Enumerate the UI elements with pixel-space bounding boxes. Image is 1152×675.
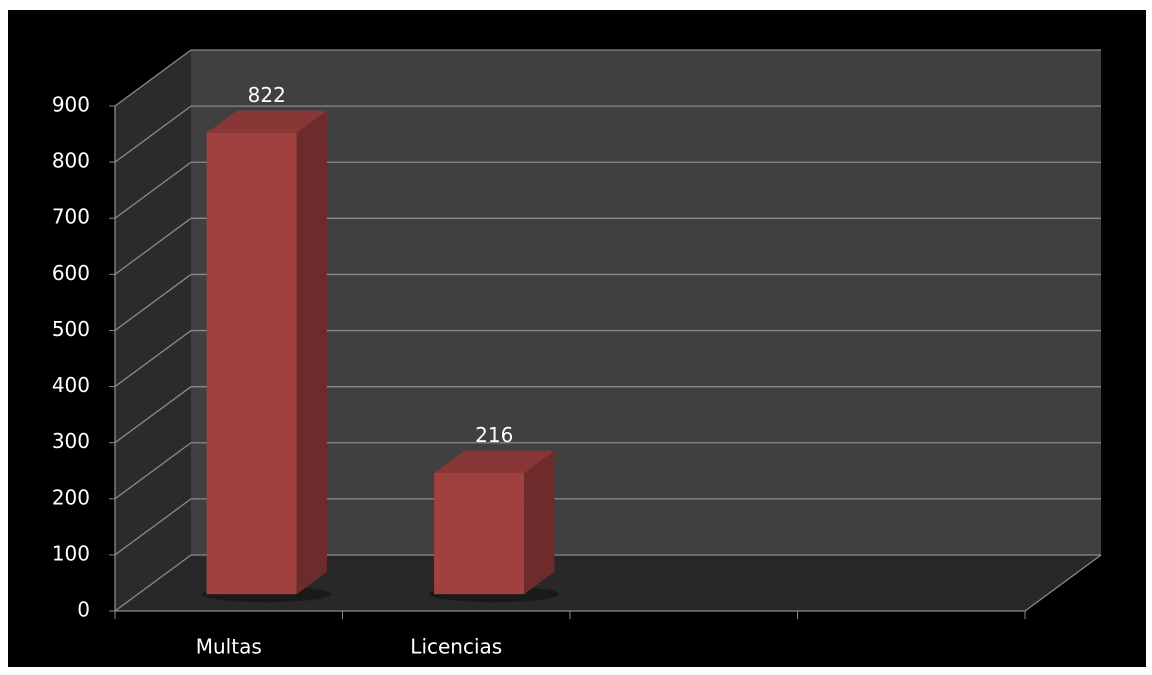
- grid-line: [114, 498, 192, 556]
- bar-side: [524, 450, 555, 595]
- value-label: 216: [475, 423, 513, 447]
- grid-line: [114, 554, 192, 612]
- y-tick-label: 900: [52, 93, 90, 117]
- grid-line: [114, 105, 192, 163]
- side-wall: [115, 50, 191, 611]
- bar-side: [296, 110, 327, 595]
- x-tick-label: Licencias: [410, 635, 502, 659]
- grid-line: [114, 442, 192, 500]
- y-tick-label: 800: [52, 149, 90, 173]
- y-tick-label: 500: [52, 317, 90, 341]
- floor-edge: [1024, 554, 1102, 612]
- y-tick-label: 600: [52, 261, 90, 285]
- y-tick-label: 0: [77, 598, 90, 622]
- bar: [434, 473, 525, 595]
- back-wall: [191, 50, 1101, 555]
- bar-top: [434, 450, 555, 473]
- y-tick-label: 300: [52, 429, 90, 453]
- y-tick-label: 400: [52, 373, 90, 397]
- grid-line: [114, 330, 192, 388]
- y-tick-label: 700: [52, 205, 90, 229]
- grid-line: [114, 386, 192, 444]
- y-tick-label: 200: [52, 485, 90, 509]
- value-label: 822: [248, 83, 286, 107]
- floor: [115, 555, 1101, 611]
- grid-line: [114, 49, 192, 107]
- bar-top: [206, 110, 327, 133]
- grid-line: [114, 161, 192, 219]
- x-tick-label: Multas: [196, 635, 262, 659]
- grid-line: [114, 217, 192, 275]
- grid-line: [114, 273, 192, 331]
- y-tick-label: 100: [52, 541, 90, 565]
- bar: [206, 132, 297, 595]
